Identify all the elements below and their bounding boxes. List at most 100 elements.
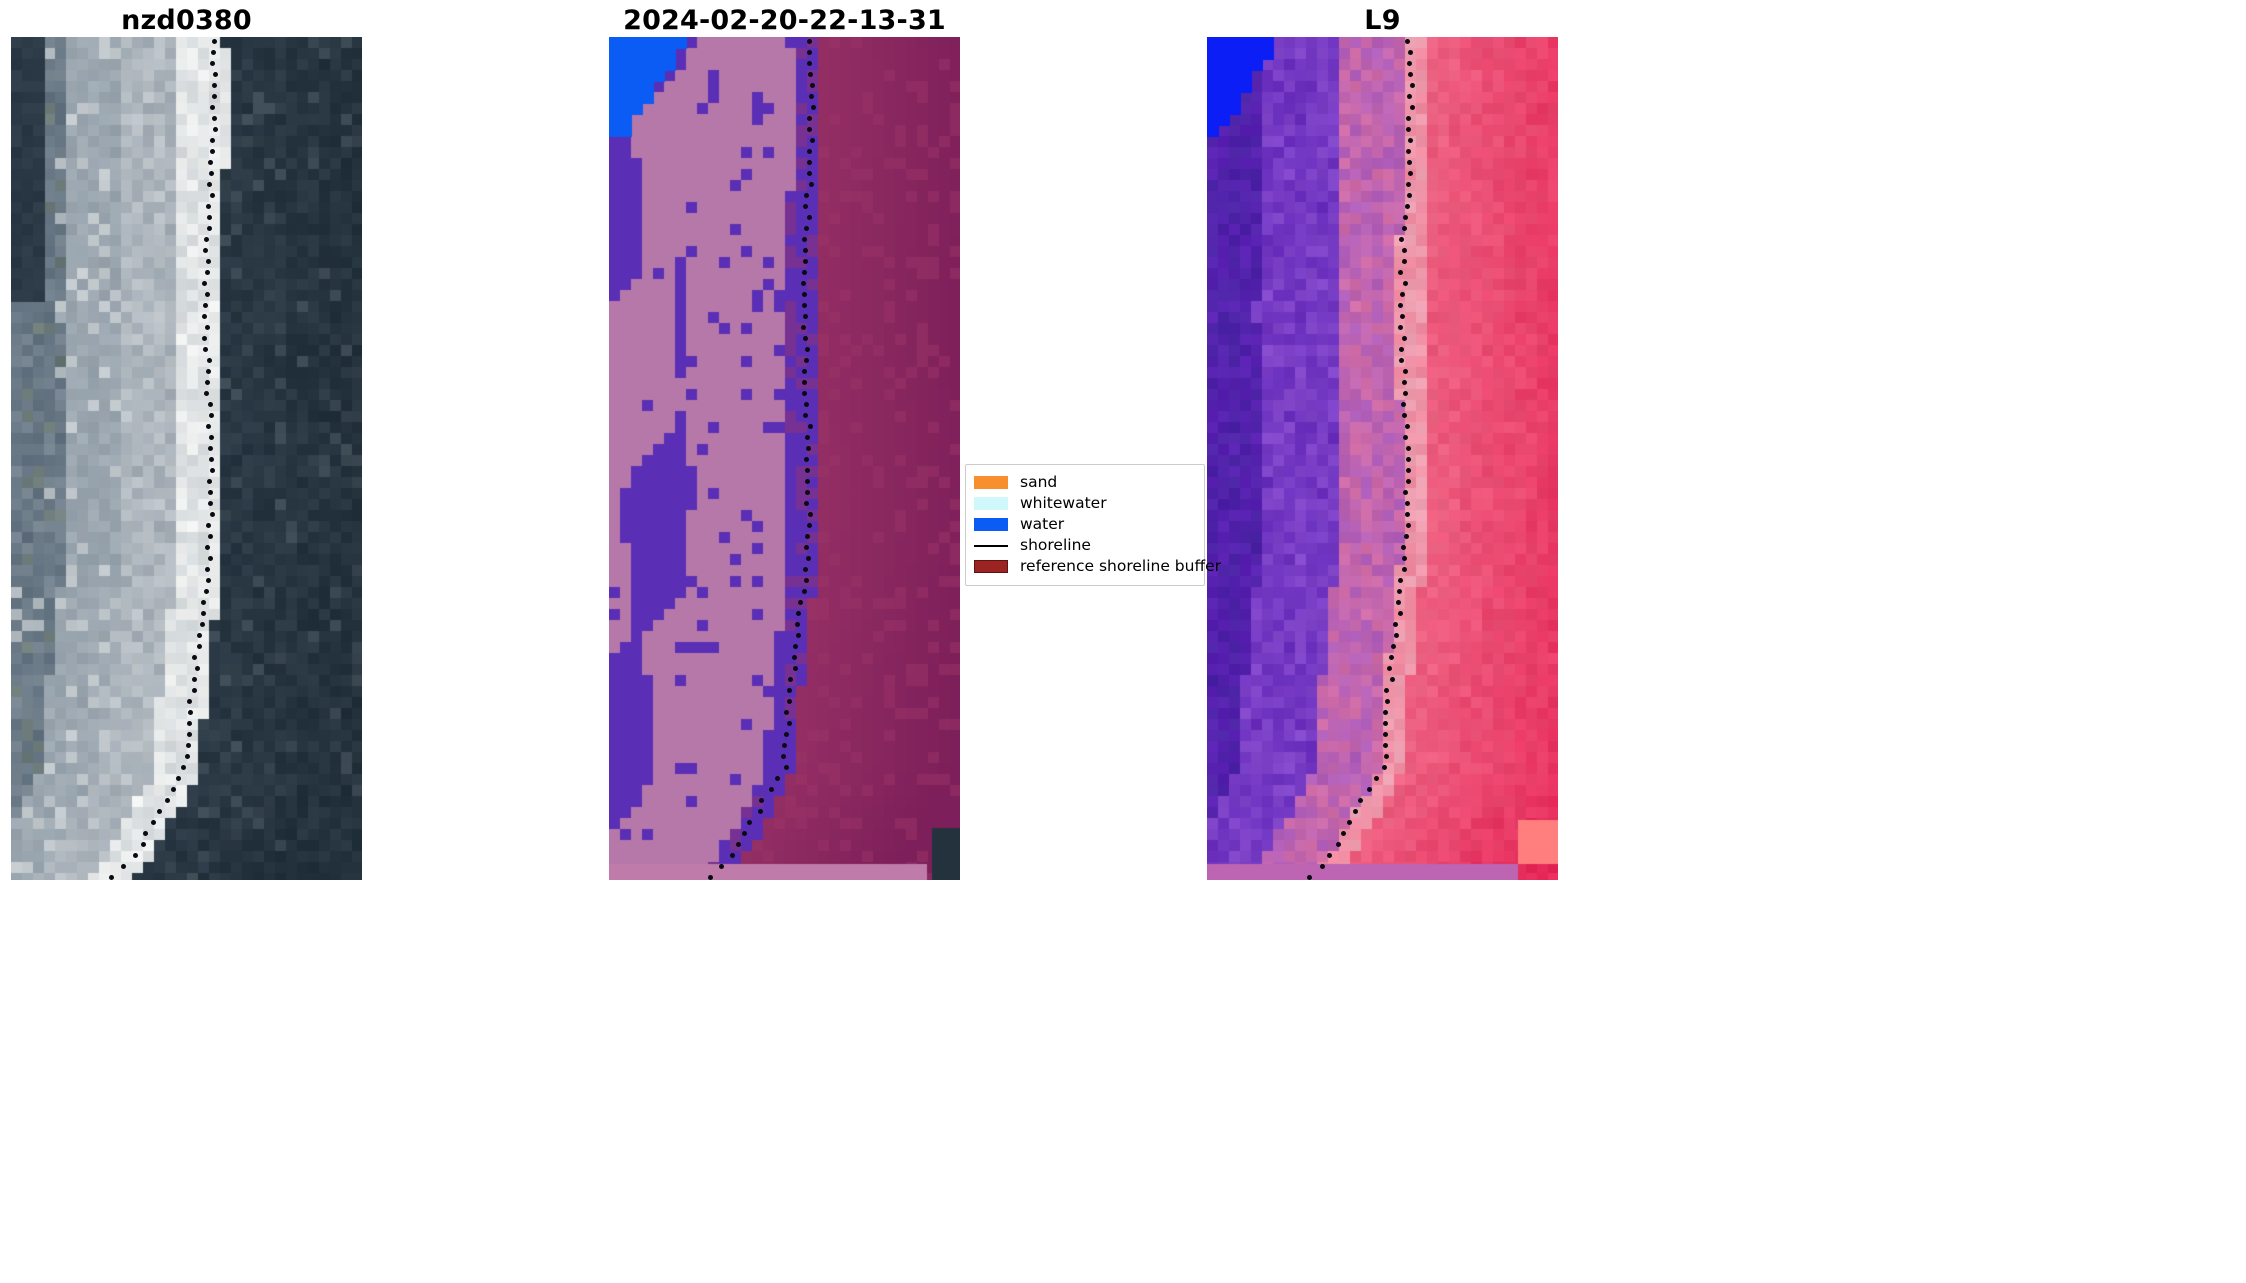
shoreline-dot	[802, 303, 807, 308]
shoreline-dot	[202, 281, 207, 286]
shoreline-dot	[1389, 655, 1394, 660]
shoreline-dot	[1406, 446, 1411, 451]
shoreline-dot	[796, 611, 801, 616]
shoreline-dot	[1402, 248, 1407, 253]
shoreline-dot	[801, 281, 806, 286]
water-swatch-icon	[974, 518, 1008, 531]
shoreline-dot	[807, 149, 812, 154]
shoreline-dot	[1374, 776, 1379, 781]
shoreline-dot	[1403, 435, 1408, 440]
legend-item-sand[interactable]: sand	[974, 472, 1196, 493]
shoreline-dot	[212, 83, 217, 88]
panel-title-2: 2024-02-20-22-13-31	[623, 5, 946, 36]
shoreline-dot	[208, 446, 213, 451]
shoreline-dot	[803, 336, 808, 341]
shoreline-dot	[1403, 281, 1408, 286]
shoreline-dot	[1403, 391, 1408, 396]
panel2-canvas	[609, 37, 960, 880]
legend-label-reference-buffer: reference shoreline buffer	[1020, 557, 1222, 575]
shoreline-dot	[1403, 369, 1408, 374]
shoreline-dot	[187, 732, 192, 737]
shoreline-dot	[807, 50, 812, 55]
shoreline-dot	[1398, 325, 1403, 330]
legend-box[interactable]: sand whitewater water shoreline referenc…	[965, 464, 1221, 586]
shoreline-dot	[793, 644, 798, 649]
shoreline-dot	[758, 809, 763, 814]
shoreline-dot	[1382, 765, 1387, 770]
shoreline-dot	[802, 237, 807, 242]
shoreline-dot	[1398, 303, 1403, 308]
shoreline-dot	[1410, 105, 1415, 110]
shoreline-dot	[719, 864, 724, 869]
panel-title-3: L9	[1364, 5, 1401, 36]
shoreline-dot	[141, 842, 146, 847]
shoreline-dot	[209, 413, 214, 418]
shoreline-dot	[807, 127, 812, 132]
shoreline-dot	[205, 292, 210, 297]
shoreline-dot	[1401, 402, 1406, 407]
shoreline-dot	[801, 325, 806, 330]
shoreline-dot	[1336, 842, 1341, 847]
shoreline-dot	[730, 853, 735, 858]
shoreline-dot	[807, 171, 812, 176]
shoreline-dot	[192, 655, 197, 660]
shoreline-dot	[1410, 83, 1415, 88]
legend-label-sand: sand	[1020, 473, 1058, 491]
shoreline-dot	[208, 534, 213, 539]
shoreline-dot	[206, 204, 211, 209]
shoreline-dot	[803, 259, 808, 264]
legend-item-water[interactable]: water	[974, 514, 1196, 535]
shoreline-dot	[1408, 171, 1413, 176]
shoreline-dot	[157, 809, 162, 814]
shoreline-dot	[201, 611, 206, 616]
shoreline-dot	[1391, 644, 1396, 649]
shoreline-dot	[208, 556, 213, 561]
panel3-canvas	[1207, 37, 1558, 880]
shoreline-dot	[1385, 699, 1390, 704]
shoreline-dot	[807, 215, 812, 220]
shoreline-dot	[208, 160, 213, 165]
panel3-raster	[1207, 37, 1558, 880]
shoreline-dot	[1406, 149, 1411, 154]
shoreline-dot	[206, 259, 211, 264]
shoreline-dot	[804, 226, 809, 231]
shoreline-dot	[1396, 600, 1401, 605]
shoreline-dot	[192, 677, 197, 682]
shoreline-dot	[807, 160, 812, 165]
shoreline-dot	[806, 446, 811, 451]
legend-item-shoreline[interactable]: shoreline	[974, 535, 1196, 556]
shoreline-dot	[1402, 380, 1407, 385]
shoreline-dot	[1398, 578, 1403, 583]
sand-swatch-icon	[974, 476, 1008, 489]
shoreline-dot	[1393, 622, 1398, 627]
shoreline-dot	[181, 765, 186, 770]
shoreline-dot	[209, 457, 214, 462]
shoreline-dot	[211, 50, 216, 55]
shoreline-dot	[1327, 853, 1332, 858]
shoreline-dot	[205, 325, 210, 330]
shoreline-dot	[1402, 226, 1407, 231]
shoreline-dot	[736, 842, 741, 847]
shoreline-dot	[207, 479, 212, 484]
shoreline-dot	[206, 424, 211, 429]
shoreline-dot	[1399, 237, 1404, 242]
shoreline-dot	[208, 402, 213, 407]
shoreline-dot	[143, 831, 148, 836]
shoreline-dot	[1399, 347, 1404, 352]
shoreline-dot	[804, 545, 809, 550]
panel-true-color-image[interactable]	[11, 37, 362, 880]
shoreline-dot	[1383, 721, 1388, 726]
shoreline-dot	[1405, 424, 1410, 429]
shoreline-dot	[808, 72, 813, 77]
legend-label-shoreline: shoreline	[1020, 536, 1091, 554]
panel-classification-image[interactable]	[609, 37, 960, 880]
legend-item-reference-buffer[interactable]: reference shoreline buffer	[974, 556, 1221, 577]
shoreline-dot	[1402, 336, 1407, 341]
shoreline-dot	[1383, 732, 1388, 737]
shoreline-dot	[803, 248, 808, 253]
legend-item-whitewater[interactable]: whitewater	[974, 493, 1196, 514]
shoreline-dot	[187, 721, 192, 726]
shoreline-dot	[1383, 743, 1388, 748]
panel-index-image[interactable]	[1207, 37, 1558, 880]
shoreline-dot	[747, 820, 752, 825]
